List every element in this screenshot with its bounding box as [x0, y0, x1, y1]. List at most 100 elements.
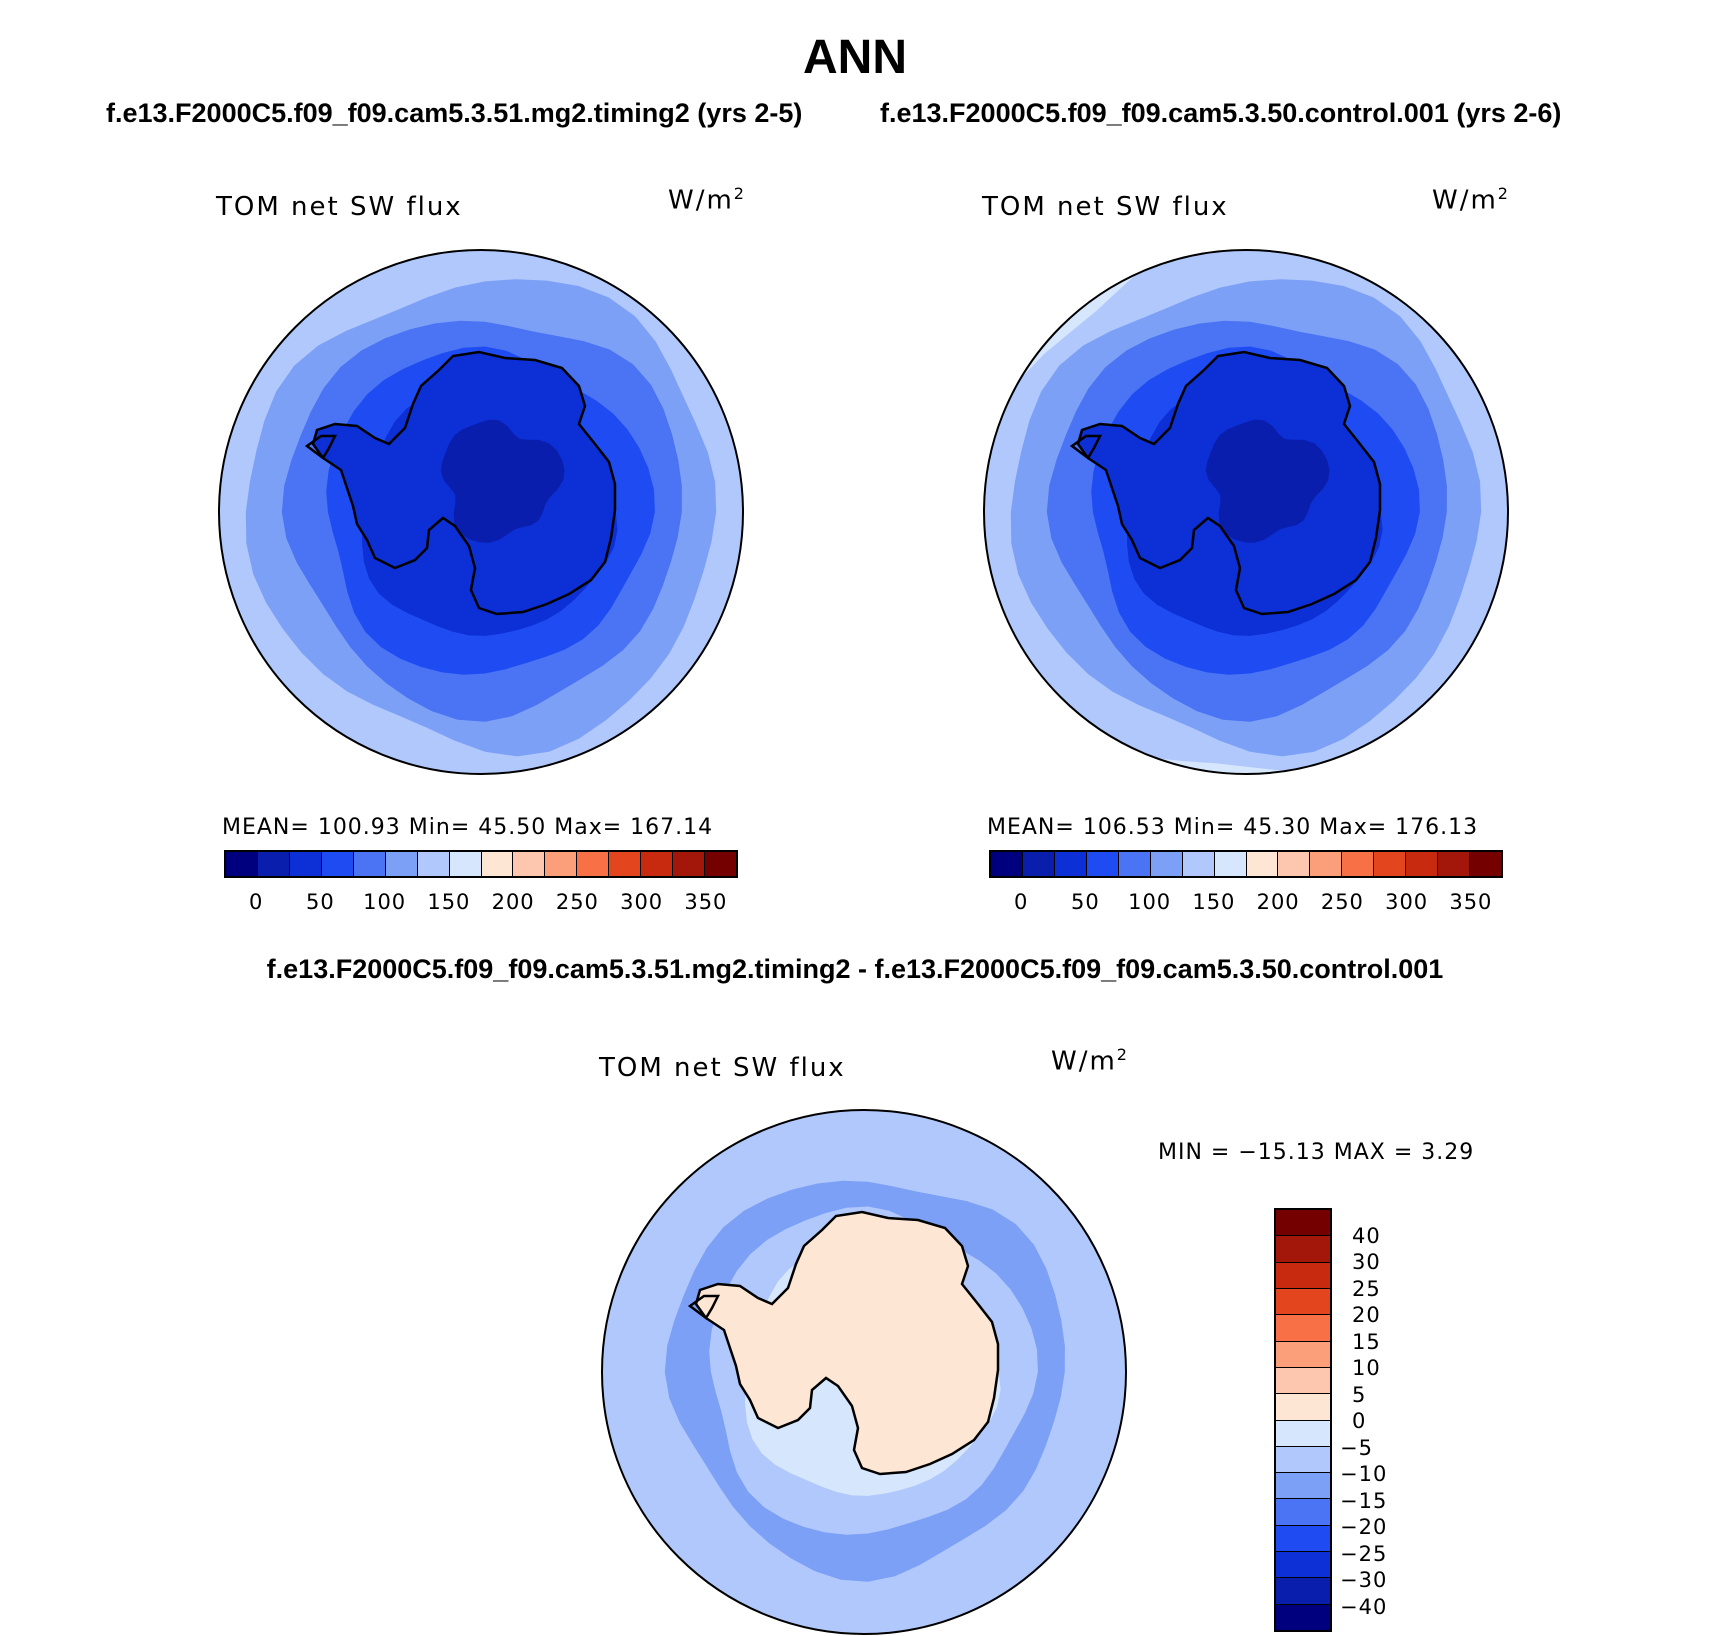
peninsula-coastline: [687, 1294, 721, 1320]
diff-colorbar-label: −20: [1340, 1515, 1388, 1539]
colorbar-swatch-5: [385, 852, 418, 876]
colorbar-tick-label: 300: [620, 890, 664, 914]
diff-colorbar-label: 5: [1352, 1382, 1367, 1407]
diff-colorbar-swatch-4: [1276, 1498, 1330, 1525]
diff-colorbar-label: −25: [1340, 1541, 1388, 1566]
diff-polar-map: [601, 1109, 1127, 1635]
diff-colorbar-label: 0: [1352, 1409, 1367, 1433]
colorbar-tick-label: 0: [1013, 890, 1029, 914]
antarctica-coastline: [311, 350, 617, 616]
diff-colorbar-swatch-10: [1276, 1340, 1330, 1367]
case-title-right: f.e13.F2000C5.f09_f09.cam5.3.50.control.…: [880, 98, 1562, 128]
peninsula-coastline: [304, 434, 338, 460]
colorbar-swatch-6: [1182, 852, 1215, 876]
panel2-polar-map: [983, 249, 1509, 775]
diff-colorbar-swatch-8: [1276, 1393, 1330, 1420]
map-boundary-circle: [218, 249, 744, 775]
colorbar-swatch-9: [513, 852, 546, 876]
diff-colorbar-swatch-3: [1276, 1524, 1330, 1552]
colorbar-swatch-15: [705, 852, 736, 876]
diff-field-label: TOM net SW flux: [599, 1053, 846, 1083]
colorbar-swatch-7: [449, 852, 482, 876]
colorbar-tick-label: 100: [1128, 890, 1172, 914]
diff-colorbar-label: −40: [1340, 1594, 1388, 1619]
panel2-units: W/m2: [1432, 184, 1510, 216]
panel1-colorbar: [224, 850, 738, 878]
colorbar-swatch-8: [481, 852, 514, 876]
colorbar-swatch-4: [353, 852, 386, 876]
diff-colorbar-label: 30: [1352, 1250, 1381, 1274]
colorbar-swatch-8: [1246, 852, 1279, 876]
map-fill-group: [602, 1110, 1126, 1634]
map-fill-group: [984, 250, 1508, 774]
panel2-field-label: TOM net SW flux: [982, 192, 1229, 222]
diff-colorbar-swatch-7: [1276, 1419, 1330, 1446]
colorbar-tick-label: 0: [248, 890, 264, 914]
diff-colorbar-label: 20: [1352, 1303, 1381, 1327]
colorbar-tick-label: 150: [1192, 890, 1236, 914]
antarctica-interior: [696, 1212, 998, 1474]
diff-units: W/m2: [1051, 1045, 1129, 1077]
colorbar-tick-label: 350: [684, 890, 728, 914]
diff-colorbar-swatch-1: [1276, 1577, 1330, 1604]
diff-colorbar-label: −10: [1340, 1462, 1388, 1486]
colorbar-swatch-1: [257, 852, 290, 876]
diff-colorbar-label: 40: [1352, 1223, 1381, 1248]
colorbar-swatch-3: [321, 852, 354, 876]
colorbar-swatch-6: [417, 852, 450, 876]
colorbar-swatch-12: [1374, 852, 1407, 876]
antarctica-coastline: [694, 1210, 1000, 1476]
diff-colorbar-swatch-6: [1276, 1445, 1330, 1473]
panel1-stats: MEAN= 100.93 Min= 45.50 Max= 167.14: [222, 815, 714, 840]
colorbar-swatch-14: [673, 852, 706, 876]
panel1-polar-map: [218, 249, 744, 775]
colorbar-swatch-11: [577, 852, 610, 876]
colorbar-swatch-2: [289, 852, 322, 876]
colorbar-tick-label: 50: [306, 890, 335, 914]
diff-colorbar-label: 15: [1352, 1329, 1381, 1354]
difference-title: f.e13.F2000C5.f09_f09.cam5.3.51.mg2.timi…: [266, 954, 1444, 984]
diff-colorbar-swatch-9: [1276, 1366, 1330, 1394]
diff-colorbar-label: −30: [1340, 1568, 1388, 1592]
colorbar-tick-label: 200: [491, 890, 535, 914]
case-title-left: f.e13.F2000C5.f09_f09.cam5.3.51.mg2.timi…: [106, 98, 803, 128]
colorbar-tick-label: 300: [1385, 890, 1429, 914]
colorbar-swatch-0: [991, 852, 1023, 876]
panel1-field-label: TOM net SW flux: [216, 192, 463, 222]
colorbar-swatch-7: [1214, 852, 1247, 876]
panel1-units: W/m2: [668, 184, 746, 216]
colorbar-swatch-4: [1118, 852, 1151, 876]
diff-colorbar-swatch-13: [1276, 1261, 1330, 1288]
diff-colorbar-swatch-0: [1276, 1603, 1330, 1630]
colorbar-tick-label: 200: [1256, 890, 1300, 914]
map-boundary-circle: [983, 249, 1509, 775]
colorbar-swatch-13: [641, 852, 674, 876]
map-fill-group: [219, 250, 743, 774]
colorbar-swatch-9: [1278, 852, 1311, 876]
diff-colorbar: [1274, 1208, 1332, 1632]
colorbar-swatch-0: [226, 852, 258, 876]
colorbar-swatch-11: [1342, 852, 1375, 876]
colorbar-tick-label: 50: [1071, 890, 1100, 914]
colorbar-swatch-15: [1470, 852, 1501, 876]
diff-colorbar-swatch-5: [1276, 1472, 1330, 1499]
plateau-minimum-region: [1205, 419, 1330, 543]
plateau-minimum-region: [440, 419, 565, 543]
colorbar-swatch-13: [1406, 852, 1439, 876]
diff-colorbar-label: −5: [1340, 1435, 1373, 1460]
diff-colorbar-swatch-14: [1276, 1235, 1330, 1262]
colorbar-tick-label: 250: [555, 890, 599, 914]
colorbar-tick-label: 350: [1449, 890, 1493, 914]
colorbar-swatch-10: [1310, 852, 1343, 876]
figure-title: ANN: [803, 31, 907, 84]
diff-colorbar-swatch-15: [1276, 1210, 1330, 1236]
colorbar-tick-label: 100: [363, 890, 407, 914]
colorbar-swatch-5: [1150, 852, 1183, 876]
diff-minmax: MIN = −15.13 MAX = 3.29: [1158, 1140, 1475, 1165]
diff-colorbar-swatch-12: [1276, 1287, 1330, 1315]
colorbar-tick-label: 150: [427, 890, 471, 914]
diff-colorbar-swatch-11: [1276, 1314, 1330, 1341]
colorbar-swatch-12: [609, 852, 642, 876]
colorbar-tick-label: 250: [1320, 890, 1364, 914]
peninsula-coastline: [1069, 434, 1103, 460]
